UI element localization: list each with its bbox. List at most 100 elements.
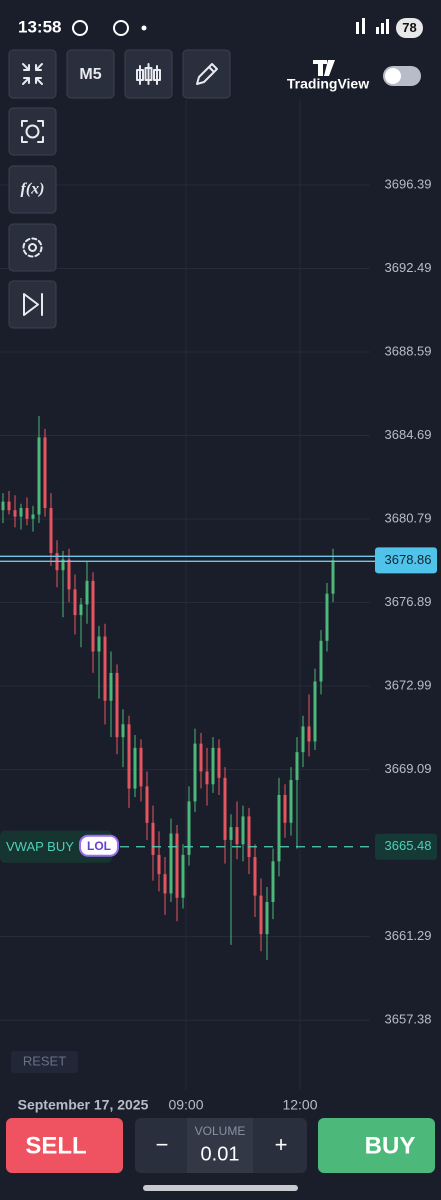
focus-button[interactable] xyxy=(8,107,57,156)
volume-field[interactable] xyxy=(187,1118,253,1173)
vwap-price: 3665.48 xyxy=(385,838,432,853)
candle-body xyxy=(19,508,23,517)
battery-level: 78 xyxy=(402,20,416,35)
candle-body xyxy=(163,874,167,894)
current-price: 3678.86 xyxy=(385,552,432,567)
candle-body xyxy=(319,640,323,682)
vwap-badge: LOL xyxy=(87,839,111,853)
reset-button[interactable] xyxy=(11,1051,78,1073)
indicators-button[interactable] xyxy=(8,165,57,214)
candle-body xyxy=(235,827,239,845)
status-time: 13:58 xyxy=(18,17,61,36)
candle-body xyxy=(223,777,227,840)
candle-body xyxy=(313,681,317,742)
volume-value: 0.01 xyxy=(201,1143,240,1165)
candle-body xyxy=(277,794,281,862)
candle-body xyxy=(181,854,185,898)
sell-button[interactable] xyxy=(6,1118,123,1173)
candle-body xyxy=(253,857,257,896)
price-label: 3680.79 xyxy=(385,510,432,525)
indicators-icon: f(x) xyxy=(21,181,45,198)
candle-body xyxy=(115,672,119,738)
candle-body xyxy=(67,559,71,590)
candle-body xyxy=(199,743,203,772)
fullscreen-button[interactable] xyxy=(8,49,57,99)
timeframe-label: M5 xyxy=(79,66,101,83)
candle-body xyxy=(265,902,269,935)
price-tag xyxy=(375,547,437,574)
time-label: 12:00 xyxy=(282,1097,317,1113)
replay-button[interactable] xyxy=(8,280,57,329)
status-icon xyxy=(72,20,88,36)
price-label: 3661.29 xyxy=(385,928,432,943)
timeframe-button[interactable] xyxy=(66,49,115,99)
focus-icon xyxy=(21,120,44,143)
candle-body xyxy=(127,724,131,789)
brand-logo xyxy=(313,60,335,76)
settings-button[interactable] xyxy=(8,223,57,272)
candle-body xyxy=(301,726,305,753)
candle-body xyxy=(25,508,29,519)
candle-body xyxy=(13,510,17,517)
candle-body xyxy=(241,816,245,845)
candle-body xyxy=(37,437,41,515)
sell-label: SELL xyxy=(25,1132,86,1159)
candle-body xyxy=(103,636,107,701)
price-label: 3676.89 xyxy=(385,594,432,609)
candle-body xyxy=(259,895,263,935)
candle-body xyxy=(325,593,329,641)
gear-icon xyxy=(28,243,37,252)
price-label: 3696.39 xyxy=(385,176,432,191)
candle-body xyxy=(109,672,113,701)
vwap-name: VWAP BUY xyxy=(6,839,74,854)
price-label: 3692.49 xyxy=(385,260,432,275)
date-label: September 17, 2025 xyxy=(18,1097,149,1113)
signal-bar xyxy=(362,18,365,34)
status-icon xyxy=(113,20,129,36)
nav-handle xyxy=(143,1185,298,1191)
candle-body xyxy=(187,801,191,855)
replay-icon xyxy=(23,293,43,316)
candle-body xyxy=(247,816,251,858)
price-label: 3684.69 xyxy=(385,427,432,442)
price-label: 3688.59 xyxy=(385,343,432,358)
candle-body xyxy=(145,786,149,823)
candle-body xyxy=(211,747,215,785)
buy-label: BUY xyxy=(365,1132,416,1159)
candle-body xyxy=(49,508,53,554)
candles-icon xyxy=(136,63,161,85)
buy-button[interactable] xyxy=(318,1118,435,1173)
candle-body xyxy=(43,437,47,509)
candle-body xyxy=(307,726,311,742)
pencil-icon xyxy=(196,63,218,85)
candle-body xyxy=(295,752,299,780)
candle-body xyxy=(133,747,137,789)
volume-increase[interactable]: + xyxy=(275,1132,288,1157)
reset-label: RESET xyxy=(23,1053,66,1068)
candle-body xyxy=(91,580,95,652)
candle-body xyxy=(85,580,89,605)
candle-body xyxy=(1,501,5,511)
price-label: 3669.09 xyxy=(385,761,432,776)
draw-button[interactable] xyxy=(182,49,231,99)
time-label: 09:00 xyxy=(168,1097,203,1113)
focus-icon xyxy=(25,124,40,139)
candle-body xyxy=(121,724,125,738)
signal-bar xyxy=(386,19,389,34)
battery xyxy=(396,18,423,38)
status-dot xyxy=(141,25,147,31)
candle-body xyxy=(193,743,197,802)
candle-body xyxy=(73,589,77,616)
gear-icon xyxy=(22,237,43,258)
vwap-badge-bg xyxy=(79,834,119,857)
candle-body xyxy=(205,771,209,785)
toggle-knob xyxy=(385,68,401,84)
candle-body xyxy=(283,794,287,823)
candle-body xyxy=(151,822,155,855)
signal-bar xyxy=(356,22,359,34)
candle-body xyxy=(175,833,179,898)
volume-decrease[interactable]: − xyxy=(156,1132,169,1157)
candle-body xyxy=(31,514,35,519)
brand-name: TradingView xyxy=(287,76,369,92)
